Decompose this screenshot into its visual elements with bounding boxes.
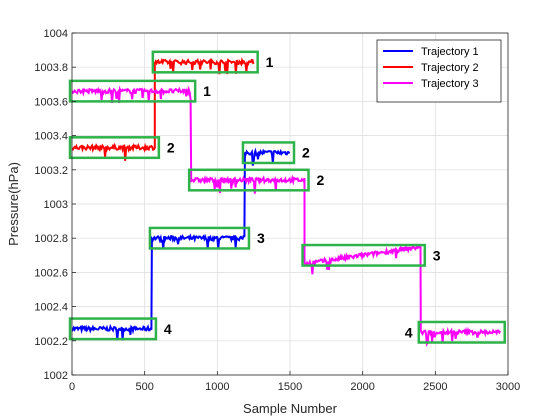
- segment-box: [241, 141, 296, 165]
- y-ticks: 1002 1002.2 1002.4 1002.6 1002.8 1003 1003.2 10…: [34, 28, 76, 382]
- x-tick-label: 0: [69, 381, 75, 393]
- x-tick-label: 500: [135, 381, 153, 393]
- segment-box: [301, 243, 427, 267]
- y-axis-label: Pressure(hPa): [6, 162, 21, 246]
- segment-label: 4: [164, 321, 172, 337]
- y-tick-label: 1002.6: [34, 267, 68, 279]
- legend-label: Trajectory 1: [421, 46, 479, 58]
- x-tick-label: 2000: [350, 381, 374, 393]
- x-tick-label: 3000: [496, 381, 520, 393]
- segment-label: 4: [405, 324, 413, 340]
- series-line: [72, 85, 502, 347]
- segment-box: [148, 226, 251, 250]
- x-tick-label: 1000: [205, 381, 229, 393]
- series-line: [72, 57, 255, 161]
- legend: Trajectory 1 Trajectory 2 Trajectory 3: [376, 39, 502, 103]
- x-axis-label: Sample Number: [243, 401, 338, 416]
- legend-label: Trajectory 2: [421, 62, 479, 74]
- segment-label: 2: [317, 172, 325, 188]
- segment-label: 1: [203, 83, 211, 99]
- y-tick-label: 1002.4: [34, 302, 68, 314]
- segment-label: 3: [433, 247, 441, 263]
- y-tick-label: 1003.6: [34, 96, 68, 108]
- y-tick-label: 1002.2: [34, 336, 68, 348]
- x-ticks: 0 500 1000 1500 2000 2500 3000: [69, 371, 520, 393]
- y-tick-label: 1004: [44, 28, 68, 40]
- segment-box: [68, 317, 158, 341]
- x-tick-label: 1500: [278, 381, 302, 393]
- y-tick-label: 1003: [44, 199, 68, 211]
- y-tick-label: 1002: [44, 370, 68, 382]
- y-tick-label: 1003.2: [34, 165, 68, 177]
- x-tick-label: 2500: [423, 381, 447, 393]
- y-tick-label: 1003.8: [34, 62, 68, 74]
- legend-label: Trajectory 3: [421, 78, 479, 90]
- y-tick-label: 1002.8: [34, 233, 68, 245]
- segment-box: [151, 50, 259, 74]
- segment-label: 3: [257, 230, 265, 246]
- y-tick-label: 1003.4: [34, 131, 68, 143]
- segment-box: [417, 320, 506, 344]
- segment-box: [187, 168, 310, 192]
- segment-box: [68, 136, 161, 160]
- segment-label: 1: [266, 54, 274, 70]
- segment-label: 2: [167, 140, 175, 156]
- segment-label: 2: [302, 145, 310, 161]
- segment-box: [68, 79, 197, 103]
- segment-boxes: [68, 50, 506, 344]
